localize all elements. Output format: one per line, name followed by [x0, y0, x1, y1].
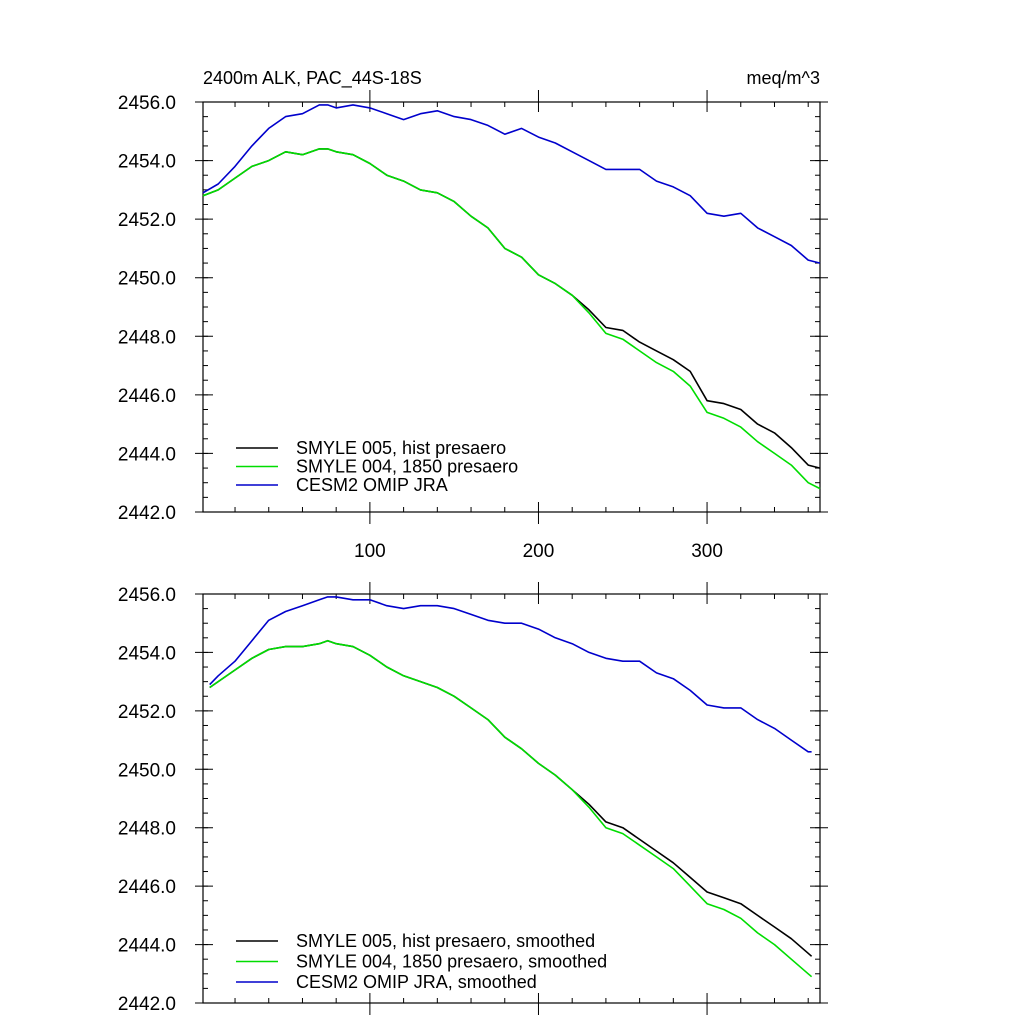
y-tick-label: 2442.0	[118, 994, 176, 1015]
units-label: meq/m^3	[747, 68, 820, 88]
legend-label-2: SMYLE 004, 1850 presaero	[296, 457, 518, 477]
series-line-3	[202, 104, 821, 264]
legend-label-3: CESM2 OMIP JRA	[296, 475, 448, 495]
y-tick-label: 2456.0	[118, 93, 176, 114]
series-line-2	[202, 148, 821, 490]
y-tick-label: 2454.0	[118, 643, 176, 664]
panel-1: 2442.0 2444.0 2446.0 2448.0 2450.0 2452.0 2454…	[118, 90, 828, 562]
y-tick-label: 2446.0	[118, 877, 176, 898]
legend-label-3: CESM2 OMIP JRA, smoothed	[296, 972, 537, 992]
panel-2: 2442.0 2444.0 2446.0 2448.0 2450.0 2452.0 2454…	[118, 582, 828, 1015]
x-tick-label: 200	[523, 541, 555, 562]
y-tick-label: 2452.0	[118, 702, 176, 723]
series-line-3	[209, 596, 812, 753]
y-tick-label: 2454.0	[118, 152, 176, 173]
plot-frame	[202, 101, 821, 513]
y-tick-label: 2446.0	[118, 386, 176, 407]
y-tick-label: 2448.0	[118, 819, 176, 840]
legend-label-2: SMYLE 004, 1850 presaero, smoothed	[296, 952, 607, 972]
plot-frame	[202, 593, 821, 1004]
legend-label-1: SMYLE 005, hist presaero	[296, 438, 506, 458]
x-tick-label: 100	[354, 541, 386, 562]
y-tick-label: 2456.0	[118, 585, 176, 606]
y-tick-label: 2444.0	[118, 936, 176, 957]
legend-label-1: SMYLE 005, hist presaero, smoothed	[296, 931, 595, 951]
y-tick-label: 2450.0	[118, 760, 176, 781]
y-tick-label: 2448.0	[118, 327, 176, 348]
y-tick-label: 2442.0	[118, 503, 176, 524]
y-tick-label: 2444.0	[118, 444, 176, 465]
chart-title: 2400m ALK, PAC_44S-18S	[203, 68, 422, 89]
x-tick-label: 300	[691, 541, 723, 562]
y-tick-label: 2452.0	[118, 210, 176, 231]
series-line-2	[209, 639, 813, 978]
y-tick-label: 2450.0	[118, 269, 176, 290]
